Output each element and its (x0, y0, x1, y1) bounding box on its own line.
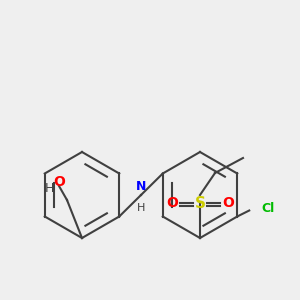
Text: H: H (137, 203, 145, 213)
Text: O: O (166, 196, 178, 210)
Text: H: H (44, 182, 54, 194)
Text: S: S (194, 196, 206, 211)
Text: Cl: Cl (261, 202, 274, 215)
Text: N: N (136, 180, 146, 193)
Text: O: O (53, 175, 65, 189)
Text: O: O (222, 196, 234, 210)
